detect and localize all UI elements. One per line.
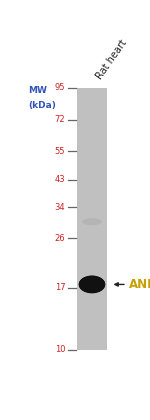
Text: 26: 26 bbox=[55, 234, 65, 243]
Text: 34: 34 bbox=[55, 202, 65, 212]
Text: 72: 72 bbox=[55, 116, 65, 124]
Ellipse shape bbox=[79, 276, 105, 293]
Text: ANP: ANP bbox=[129, 278, 150, 291]
Ellipse shape bbox=[81, 278, 103, 291]
Ellipse shape bbox=[79, 276, 105, 293]
Text: MW: MW bbox=[28, 86, 47, 95]
Text: Rat heart: Rat heart bbox=[94, 38, 129, 81]
Text: 43: 43 bbox=[55, 175, 65, 184]
Ellipse shape bbox=[79, 276, 105, 292]
Text: 17: 17 bbox=[55, 284, 65, 292]
Text: 95: 95 bbox=[55, 83, 65, 92]
Bar bbox=[77, 88, 107, 349]
Ellipse shape bbox=[80, 277, 104, 292]
Ellipse shape bbox=[79, 276, 105, 293]
Ellipse shape bbox=[80, 277, 104, 291]
Text: 55: 55 bbox=[55, 147, 65, 156]
Text: (kDa): (kDa) bbox=[28, 100, 56, 110]
Ellipse shape bbox=[82, 218, 102, 225]
Ellipse shape bbox=[80, 277, 104, 292]
Ellipse shape bbox=[80, 278, 104, 291]
Ellipse shape bbox=[80, 278, 104, 291]
Ellipse shape bbox=[79, 276, 105, 293]
Ellipse shape bbox=[81, 278, 104, 291]
Text: 10: 10 bbox=[55, 345, 65, 354]
